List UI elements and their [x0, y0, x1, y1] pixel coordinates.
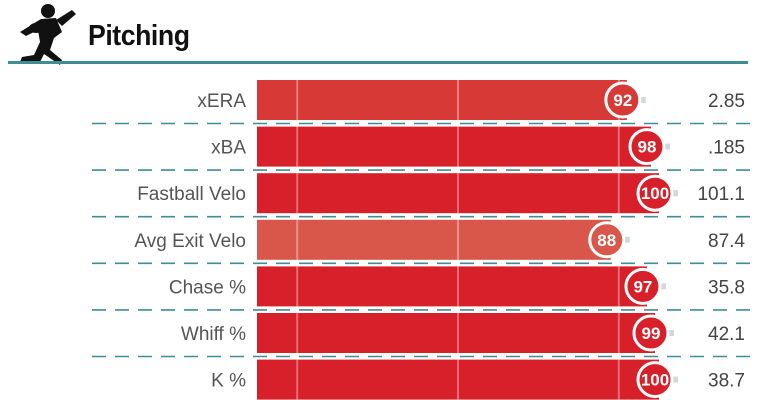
header-divider [8, 61, 748, 64]
stat-value: .185 [708, 138, 745, 159]
percentile-value: 97 [633, 277, 652, 296]
metric-label: xBA [211, 138, 246, 159]
percentile-badge [636, 361, 674, 399]
percentile-badge [632, 314, 670, 352]
section-title: Pitching [88, 20, 190, 52]
percentile-bar [257, 173, 659, 214]
stat-value: 35.8 [708, 277, 745, 298]
metric-label: xERA [197, 91, 246, 112]
percentile-value: 98 [637, 138, 656, 157]
percentile-bar [257, 266, 647, 307]
percentile-badge [604, 81, 642, 119]
percentile-value: 100 [641, 184, 669, 203]
stat-value: 38.7 [708, 371, 745, 392]
stat-value: 42.1 [708, 324, 745, 345]
percentile-badge [624, 267, 662, 305]
percentile-bar [257, 359, 659, 400]
stat-value: 2.85 [708, 91, 745, 112]
section-header: Pitching [0, 0, 772, 70]
stat-value: 101.1 [697, 184, 745, 205]
percentile-bar [257, 313, 655, 353]
percentile-value: 99 [642, 324, 661, 343]
percentile-value: 92 [613, 91, 632, 110]
percentile-value: 100 [641, 371, 669, 390]
percentile-badge [588, 221, 626, 259]
percentile-value: 88 [597, 231, 616, 250]
metric-label: Fastball Velo [137, 184, 246, 205]
percentile-bar [257, 80, 627, 120]
percentile-badge [628, 128, 666, 166]
pitcher-silhouette-icon [20, 4, 76, 65]
percentile-bar [257, 126, 651, 167]
stat-value: 87.4 [708, 231, 745, 252]
metric-label: K % [211, 371, 246, 392]
percentile-bar [257, 219, 611, 260]
metric-label: Chase % [169, 277, 246, 298]
metric-label: Avg Exit Velo [134, 231, 246, 252]
percentile-badge [636, 174, 674, 212]
metric-label: Whiff % [181, 324, 246, 345]
